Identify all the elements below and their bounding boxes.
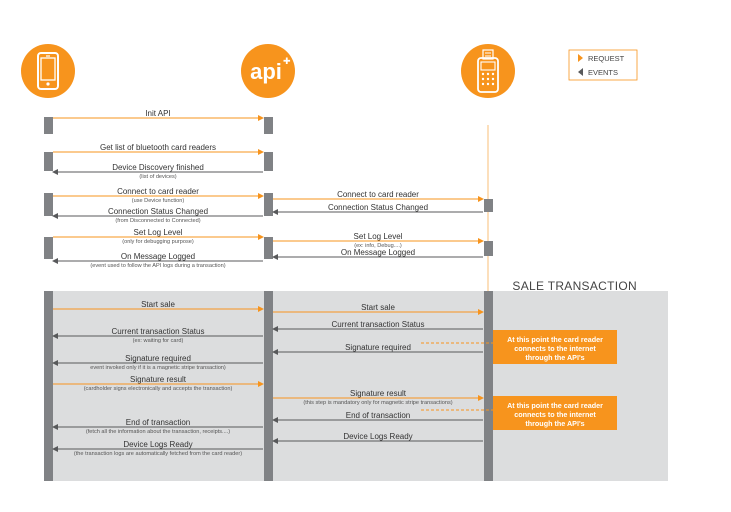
smartphone-icon: [37, 52, 59, 90]
message-label-14: Current transaction Status: [112, 327, 205, 336]
legend-events-arrow-icon: [578, 68, 583, 76]
card-reader-icon: [477, 49, 499, 93]
actor-api: api ✚: [241, 44, 295, 98]
message-label-0: Init API: [145, 109, 170, 118]
message-label-3: Connect to card reader: [117, 187, 199, 196]
message-label-10: On Message Logged: [121, 252, 195, 261]
message-sublabel-2: (list of devices): [139, 174, 176, 180]
note-internet-1: At this point the card reader connects t…: [421, 330, 617, 364]
message-label-11: Start sale: [141, 300, 175, 309]
message-sublabel-6: (from Disconnected to Connected): [115, 218, 200, 224]
message-sublabel-3: (use Device function): [132, 198, 185, 204]
message-label-16: Signature required: [125, 354, 191, 363]
legend: REQUEST EVENTS: [568, 49, 638, 81]
message-sublabel-22: (the transaction logs are automatically …: [74, 451, 242, 457]
message-label-4: Connect to card reader: [337, 190, 419, 199]
api-logo: api: [250, 59, 282, 84]
message-sublabel-16: event invoked only if it is a magnetic s…: [90, 365, 226, 371]
activation-bars-terminal: [484, 199, 493, 481]
note-internet-2: At this point the card reader connects t…: [421, 396, 617, 430]
message-sublabel-18: (this step is mandatory only for magneti…: [303, 400, 452, 406]
legend-request-arrow-icon: [578, 54, 583, 62]
sale-transaction-title: SALE TRANSACTION: [512, 279, 637, 293]
message-sublabel-10: (event used to follow the API logs durin…: [90, 263, 225, 269]
note-2-line-3: through the API's: [525, 419, 584, 428]
message-label-17: Signature result: [130, 375, 187, 384]
message-label-22: Device Logs Ready: [123, 440, 192, 449]
message-label-20: End of transaction: [126, 418, 190, 427]
message-sublabel-7: (only for debugging purpose): [122, 239, 194, 245]
message-label-6: Connection Status Changed: [108, 207, 208, 216]
message-sublabel-20: (fetch all the information about the tra…: [86, 429, 230, 435]
message-label-9: On Message Logged: [341, 248, 415, 257]
message-sublabel-14: (ex: waiting for card): [133, 338, 184, 344]
message-sublabel-17: (cardholder signs electronically and acc…: [84, 386, 233, 392]
message-label-19: End of transaction: [346, 411, 410, 420]
legend-request-label: REQUEST: [588, 54, 625, 63]
message-label-21: Device Logs Ready: [343, 432, 412, 441]
api-logo-star-icon: ✚: [283, 56, 291, 66]
message-label-12: Start sale: [361, 303, 395, 312]
message-label-15: Signature required: [345, 343, 411, 352]
actor-terminal: [461, 44, 515, 98]
note-1-line-2: connects to the internet: [514, 344, 596, 353]
note-1-line-1: At this point the card reader: [507, 335, 603, 344]
note-2-line-2: connects to the internet: [514, 410, 596, 419]
message-label-8: Set Log Level: [354, 232, 403, 241]
message-label-1: Get list of bluetooth card readers: [100, 143, 216, 152]
message-sublabel-8: (ex: info, Debug....): [354, 243, 402, 249]
message-label-2: Device Discovery finished: [112, 163, 204, 172]
message-label-13: Current transaction Status: [332, 320, 425, 329]
message-label-5: Connection Status Changed: [328, 203, 428, 212]
legend-events-label: EVENTS: [588, 68, 618, 77]
activation-bars-api: [264, 117, 273, 481]
activation-bars-phone: [44, 117, 53, 481]
note-1-line-3: through the API's: [525, 353, 584, 362]
messages: Init API Get list of bluetooth card reade…: [52, 109, 484, 457]
message-label-18: Signature result: [350, 389, 407, 398]
message-label-7: Set Log Level: [134, 228, 183, 237]
note-2-line-1: At this point the card reader: [507, 401, 603, 410]
actor-phone: [21, 44, 75, 98]
